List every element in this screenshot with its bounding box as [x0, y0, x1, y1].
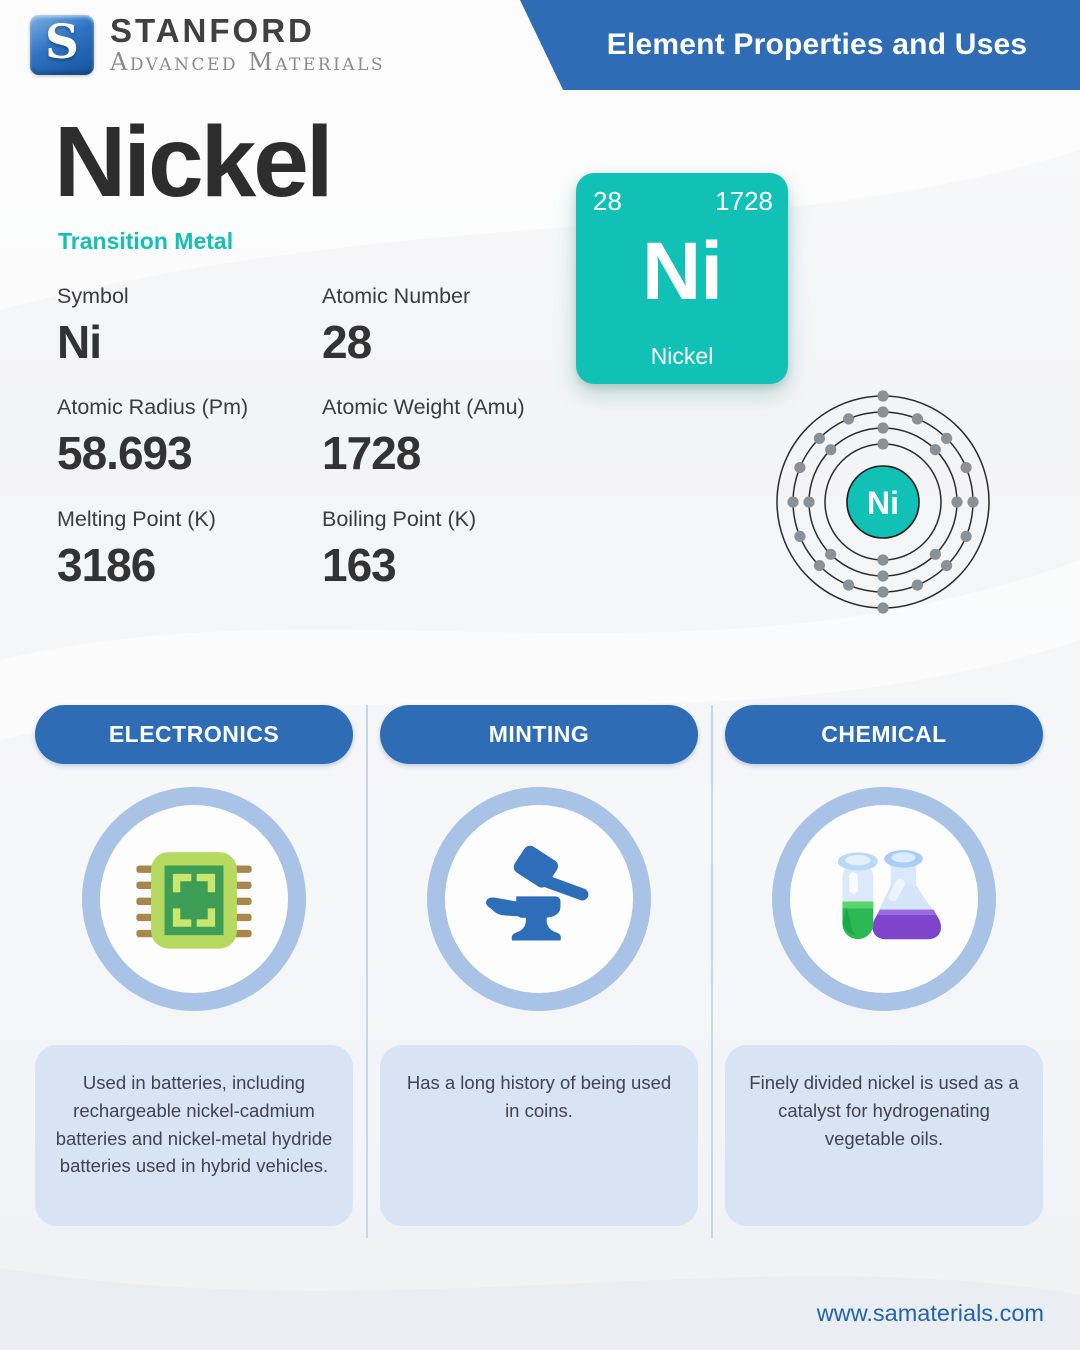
element-category-label: Transition Metal	[58, 228, 234, 254]
brand-logo: S STANFORD Advanced Materials	[30, 12, 386, 76]
property-value: 163	[322, 538, 397, 591]
property-label: Melting Point (K)	[57, 506, 216, 531]
property-value: 28	[322, 316, 372, 368]
use-title-pill: MINTING	[380, 705, 698, 764]
brand-name: STANFORD	[110, 12, 315, 49]
brand-subtitle: Advanced Materials	[110, 47, 386, 76]
use-icon-circle	[772, 787, 996, 1011]
use-icon-circle	[427, 787, 651, 1011]
column-divider	[711, 705, 713, 1238]
element-name-title: Nickel	[54, 106, 334, 218]
use-title: MINTING	[488, 721, 590, 747]
use-card-minting: MINTING Has a long history of being used…	[380, 705, 698, 1226]
property-value: 58.693	[57, 427, 193, 480]
nucleus	[846, 465, 920, 539]
property-label: Atomic Number	[322, 284, 471, 308]
property-atomic-radius: Atomic Radius (Pm) 58.693	[57, 395, 322, 477]
property-label: Boiling Point (K)	[322, 506, 477, 531]
use-title: CHEMICAL	[821, 721, 947, 747]
flask-icon	[837, 850, 942, 940]
tile-name: Nickel	[650, 343, 714, 369]
property-label: Symbol	[57, 284, 129, 308]
property-symbol: Symbol Ni	[57, 284, 322, 366]
property-label: Atomic Weight (Amu)	[322, 395, 525, 420]
use-title-pill: ELECTRONICS	[35, 705, 353, 764]
use-card-electronics: ELECTRONICS	[35, 705, 353, 1226]
element-tile: 28 1728 Ni Nickel	[576, 173, 788, 384]
property-melting-point: Melting Point (K) 3186	[57, 507, 322, 589]
property-value: 1728	[322, 427, 421, 480]
property-value: 3186	[57, 538, 156, 591]
banner-title: Element Properties and Uses	[606, 28, 1028, 61]
website-url: www.samaterials.com	[816, 1300, 1044, 1326]
column-divider	[366, 705, 368, 1238]
tile-symbol: Ni	[642, 226, 723, 318]
property-atomic-weight: Atomic Weight (Amu) 1728	[322, 395, 587, 477]
use-title-pill: CHEMICAL	[725, 705, 1043, 764]
use-description: Has a long history of being used in coin…	[380, 1045, 698, 1226]
property-atomic-number: Atomic Number 28	[322, 284, 587, 366]
property-value: Ni	[57, 316, 102, 368]
brand-logo-letter: S	[45, 15, 79, 71]
property-boiling-point: Boiling Point (K) 163	[322, 507, 587, 589]
chip-icon	[136, 852, 252, 949]
use-description: Used in batteries, including rechargeabl…	[35, 1045, 353, 1226]
brand-logo-icon: S	[30, 14, 94, 75]
tile-atomic-weight: 1728	[715, 186, 773, 216]
use-icon-circle	[82, 787, 306, 1011]
bohr-model-diagram: Ni	[776, 390, 990, 614]
use-card-chemical: CHEMICAL Finely divided	[725, 705, 1043, 1226]
anvil-hammer-icon	[485, 845, 589, 941]
use-description: Finely divided nickel is used as a catal…	[725, 1045, 1043, 1226]
use-title: ELECTRONICS	[108, 721, 280, 747]
nucleus-symbol: Ni	[867, 485, 899, 521]
properties-grid: Symbol Ni Atomic Number 28 Atomic Radius…	[57, 284, 587, 589]
header-banner: Element Properties and Uses	[520, 0, 1080, 90]
property-label: Atomic Radius (Pm)	[57, 395, 249, 420]
tile-atomic-number: 28	[593, 186, 622, 216]
